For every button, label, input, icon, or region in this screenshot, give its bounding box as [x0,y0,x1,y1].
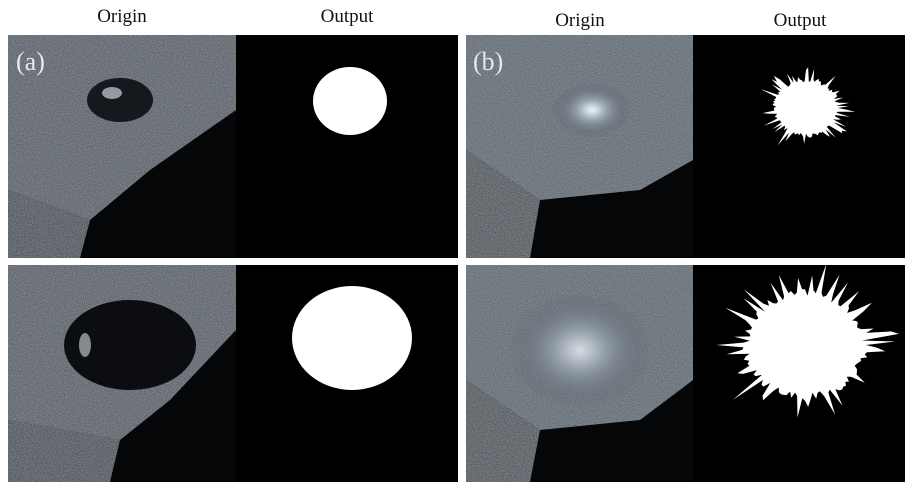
output-image [693,264,905,483]
header: Origin [97,6,147,27]
header: Output [321,6,375,27]
output-image [236,35,458,258]
panel-label: (b) [473,47,503,76]
header: Origin [555,10,605,31]
origin-image [466,265,693,482]
origin-image [8,265,236,482]
panel-label: (a) [16,47,45,76]
output-image [693,35,905,258]
header: Output [774,10,828,31]
output-image [236,265,458,482]
figure: Origin Output Origin Output [0,0,906,487]
